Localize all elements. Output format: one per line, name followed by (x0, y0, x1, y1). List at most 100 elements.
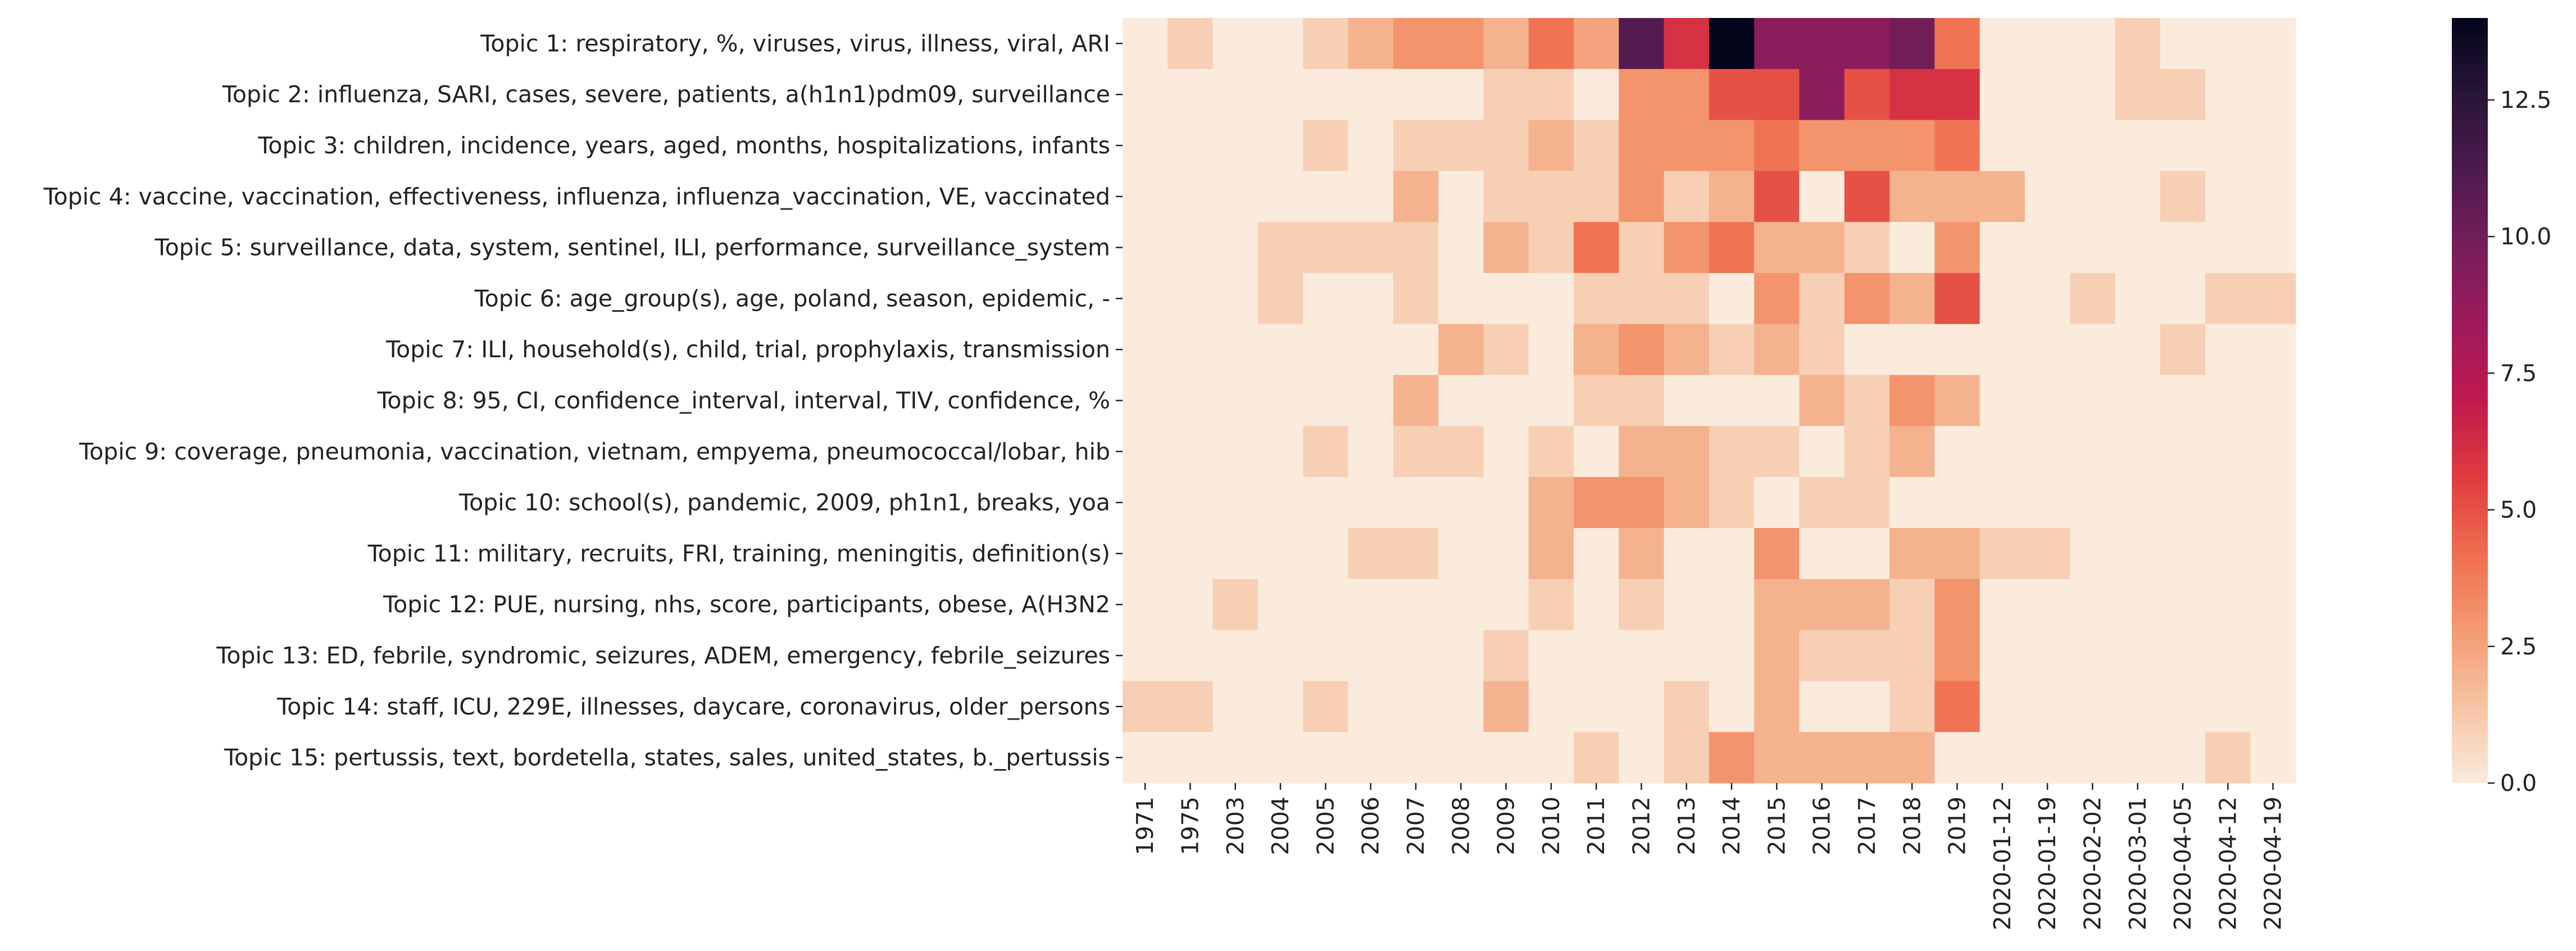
heatmap-cell (2250, 120, 2296, 171)
heatmap-cell (1303, 477, 1349, 529)
heatmap-cell (1934, 426, 1980, 477)
heatmap-cell (1303, 222, 1349, 274)
heatmap-cell (2115, 18, 2161, 70)
heatmap-cell (1393, 69, 1439, 121)
heatmap-cell (2115, 222, 2161, 274)
heatmap-cell (1799, 732, 1845, 784)
heatmap-cell (1528, 681, 1574, 732)
heatmap-cell (1574, 324, 1619, 376)
heatmap-cell (1979, 120, 2025, 171)
heatmap-cell (1979, 171, 2025, 222)
heatmap-cell (1303, 273, 1349, 325)
heatmap-cell (1754, 579, 1800, 631)
heatmap-cell (1799, 528, 1845, 580)
heatmap-cell (1438, 171, 1484, 222)
heatmap-cell (2250, 171, 2296, 222)
heatmap-cell (2205, 324, 2251, 376)
heatmap-cell (1528, 18, 1574, 70)
heatmap-cell (1167, 69, 1214, 121)
heatmap-cell (1257, 528, 1303, 580)
heatmap-cell (1799, 273, 1845, 325)
heatmap-cell (1709, 579, 1755, 631)
heatmap-cell (1438, 579, 1484, 631)
heatmap-cell (2025, 375, 2070, 426)
heatmap-cell (1123, 171, 1168, 222)
heatmap-cell (1844, 681, 1890, 732)
heatmap-cell (1303, 69, 1349, 121)
heatmap-cell (1574, 579, 1619, 631)
x-tick-label: 2020-04-19 (2260, 797, 2287, 930)
heatmap-cell (1574, 375, 1619, 426)
heatmap-cell (1799, 18, 1845, 70)
heatmap-cell (1212, 732, 1259, 784)
heatmap-cell (1257, 18, 1303, 70)
heatmap-cell (1754, 477, 1800, 529)
heatmap-cell (1754, 222, 1800, 274)
heatmap-cell (2115, 120, 2161, 171)
heatmap-cell (1979, 426, 2025, 477)
heatmap-cell (2115, 69, 2161, 121)
heatmap-cell (1979, 477, 2025, 529)
heatmap-cell (1844, 528, 1890, 580)
heatmap-cell (1574, 222, 1619, 274)
heatmap-cell (1167, 120, 1214, 171)
heatmap-cell (2205, 69, 2251, 121)
heatmap-cell (1574, 426, 1619, 477)
heatmap-cell (2250, 630, 2296, 681)
x-tick-label: 2020-04-12 (2214, 797, 2241, 930)
heatmap-cell (1348, 18, 1394, 70)
heatmap-cell (1123, 120, 1168, 171)
heatmap-cell (1799, 120, 1845, 171)
colorbar-tick-label: 12.5 (2500, 87, 2551, 113)
heatmap-cell (1619, 528, 1665, 580)
y-tick-label: Topic 15: pertussis, text, bordetella, s… (224, 744, 1110, 771)
heatmap-cell (2025, 630, 2070, 681)
heatmap-cell (1799, 426, 1845, 477)
heatmap-cell (1979, 681, 2025, 732)
heatmap-cell (1123, 681, 1168, 732)
heatmap-cell (1257, 630, 1303, 681)
x-tick-label: 1971 (1132, 797, 1158, 855)
heatmap-cell (1709, 477, 1755, 529)
colorbar-tick-label: 5.0 (2500, 497, 2537, 524)
x-tick-label: 2003 (1222, 797, 1249, 855)
heatmap-cell (1664, 120, 1710, 171)
heatmap-cell (1212, 273, 1259, 325)
heatmap-cell (1619, 630, 1665, 681)
heatmap-cell (1257, 120, 1303, 171)
heatmap-cell (1483, 324, 1529, 376)
heatmap-cell (2250, 222, 2296, 274)
heatmap-cell (1348, 375, 1394, 426)
heatmap-cell (1483, 732, 1529, 784)
heatmap-cell (1438, 426, 1484, 477)
x-tick-label: 2020-02-02 (2079, 797, 2106, 930)
heatmap-cell (1754, 732, 1800, 784)
heatmap-cell (1934, 69, 1980, 121)
heatmap-cell (1754, 630, 1800, 681)
heatmap-cell (1664, 528, 1710, 580)
heatmap-cell (1799, 375, 1845, 426)
heatmap-cell (1393, 375, 1439, 426)
heatmap-cell (1257, 171, 1303, 222)
heatmap-cell (1167, 324, 1214, 376)
y-tick-label: Topic 8: 95, CI, confidence_interval, in… (376, 387, 1110, 414)
heatmap-cell (1212, 528, 1259, 580)
heatmap-cell (1889, 630, 1935, 681)
heatmap-cell (1799, 579, 1845, 631)
heatmap-cell (1123, 324, 1168, 376)
heatmap-cell (1709, 732, 1755, 784)
heatmap-cell (1212, 375, 1259, 426)
x-tick-label: 2012 (1628, 797, 1655, 855)
heatmap-cell (1483, 222, 1529, 274)
x-tick-label: 2019 (1944, 797, 1971, 855)
heatmap-cell (2250, 273, 2296, 325)
heatmap-cell (1619, 732, 1665, 784)
heatmap-cell (1348, 324, 1394, 376)
heatmap-cell (2205, 426, 2251, 477)
heatmap-cell (1889, 528, 1935, 580)
x-tick-label: 2020-03-01 (2124, 797, 2151, 930)
y-tick-label: Topic 5: surveillance, data, system, sen… (155, 234, 1111, 261)
heatmap-cell (1393, 681, 1439, 732)
heatmap-cell (1979, 630, 2025, 681)
heatmap-cell (1438, 630, 1484, 681)
